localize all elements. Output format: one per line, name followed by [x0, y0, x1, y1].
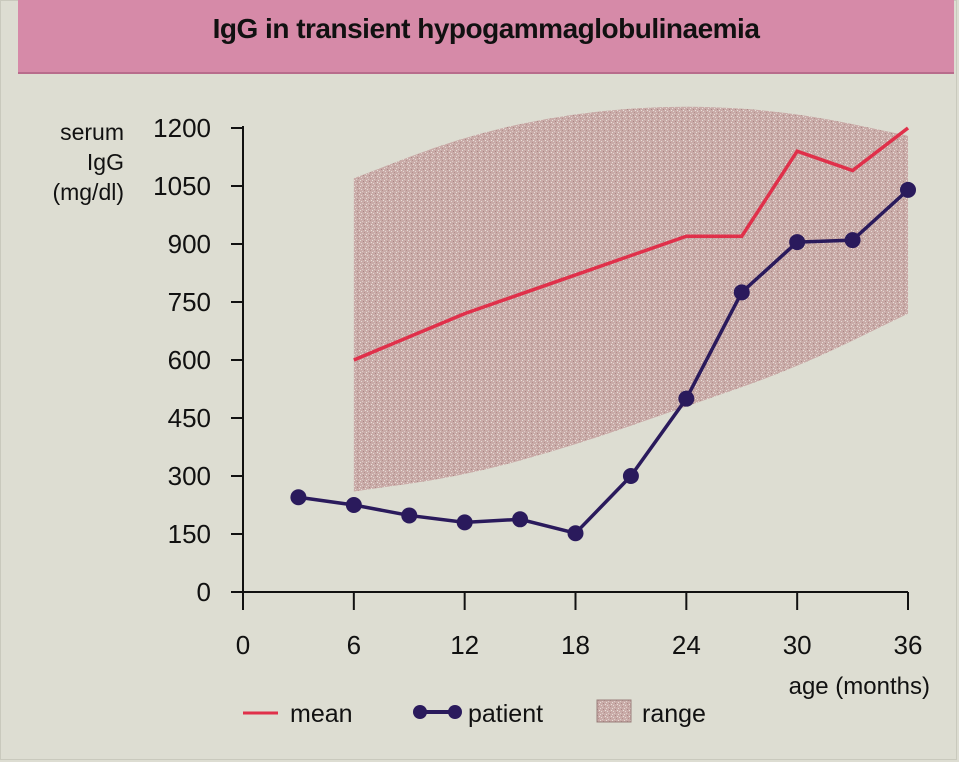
x-tick-label: 6 — [347, 630, 361, 660]
y-axis-label-line-2: IgG — [87, 149, 124, 175]
title-bar: IgG in transient hypogammaglobulinaemia — [18, 0, 954, 74]
x-tick-label: 18 — [561, 630, 590, 660]
x-axis-label: age (months) — [789, 673, 930, 700]
range-band-layer — [353, 106, 908, 492]
chart-title: IgG in transient hypogammaglobulinaemia — [212, 13, 760, 44]
legend: mean patient range — [243, 699, 706, 728]
patient-data-point — [844, 232, 861, 249]
y-tick-label: 1050 — [153, 171, 211, 201]
patient-data-point — [789, 234, 806, 251]
y-tick-label: 900 — [168, 229, 211, 259]
y-axis-label-line-1: serum — [60, 119, 124, 145]
axes-layer: 0 150 300 450 600 750 900 1050 1200 0 6 12 18 24 30 36 — [153, 113, 922, 660]
mean-series-line — [353, 126, 910, 362]
patient-data-point — [733, 284, 750, 301]
y-tick-label: 750 — [168, 287, 211, 317]
y-tick-label: 0 — [197, 577, 211, 607]
legend-range-swatch — [596, 699, 632, 723]
x-tick-label: 36 — [894, 630, 923, 660]
patient-data-point — [345, 497, 362, 513]
y-tick-label: 150 — [168, 519, 211, 549]
patient-series-line — [298, 188, 910, 536]
patient-data-point — [567, 525, 584, 542]
y-tick-label: 300 — [168, 461, 211, 491]
patient-data-point — [512, 511, 529, 528]
legend-patient-label: patient — [468, 700, 543, 728]
y-tick-label: 1200 — [153, 113, 211, 143]
x-tick-label: 12 — [450, 630, 479, 660]
y-tick-label: 450 — [168, 403, 211, 433]
patient-data-point — [401, 507, 418, 524]
x-tick-label: 24 — [672, 630, 701, 660]
x-tick-label: 0 — [236, 630, 250, 660]
y-axis-label-line-3: (mg/dl) — [52, 179, 124, 205]
legend-range-label: range — [642, 700, 706, 728]
patient-data-point — [900, 181, 916, 198]
legend-patient-marker-left — [413, 705, 427, 719]
range-band — [353, 106, 908, 492]
patient-data-point — [678, 390, 695, 407]
y-tick-label: 600 — [168, 345, 211, 375]
patient-data-point — [290, 489, 307, 506]
legend-mean-label: mean — [290, 700, 353, 728]
x-tick-label: 30 — [783, 630, 812, 660]
legend-patient-marker-right — [448, 705, 462, 719]
patient-data-point — [622, 468, 639, 484]
patient-data-point — [456, 514, 473, 531]
series-layer — [290, 126, 916, 542]
